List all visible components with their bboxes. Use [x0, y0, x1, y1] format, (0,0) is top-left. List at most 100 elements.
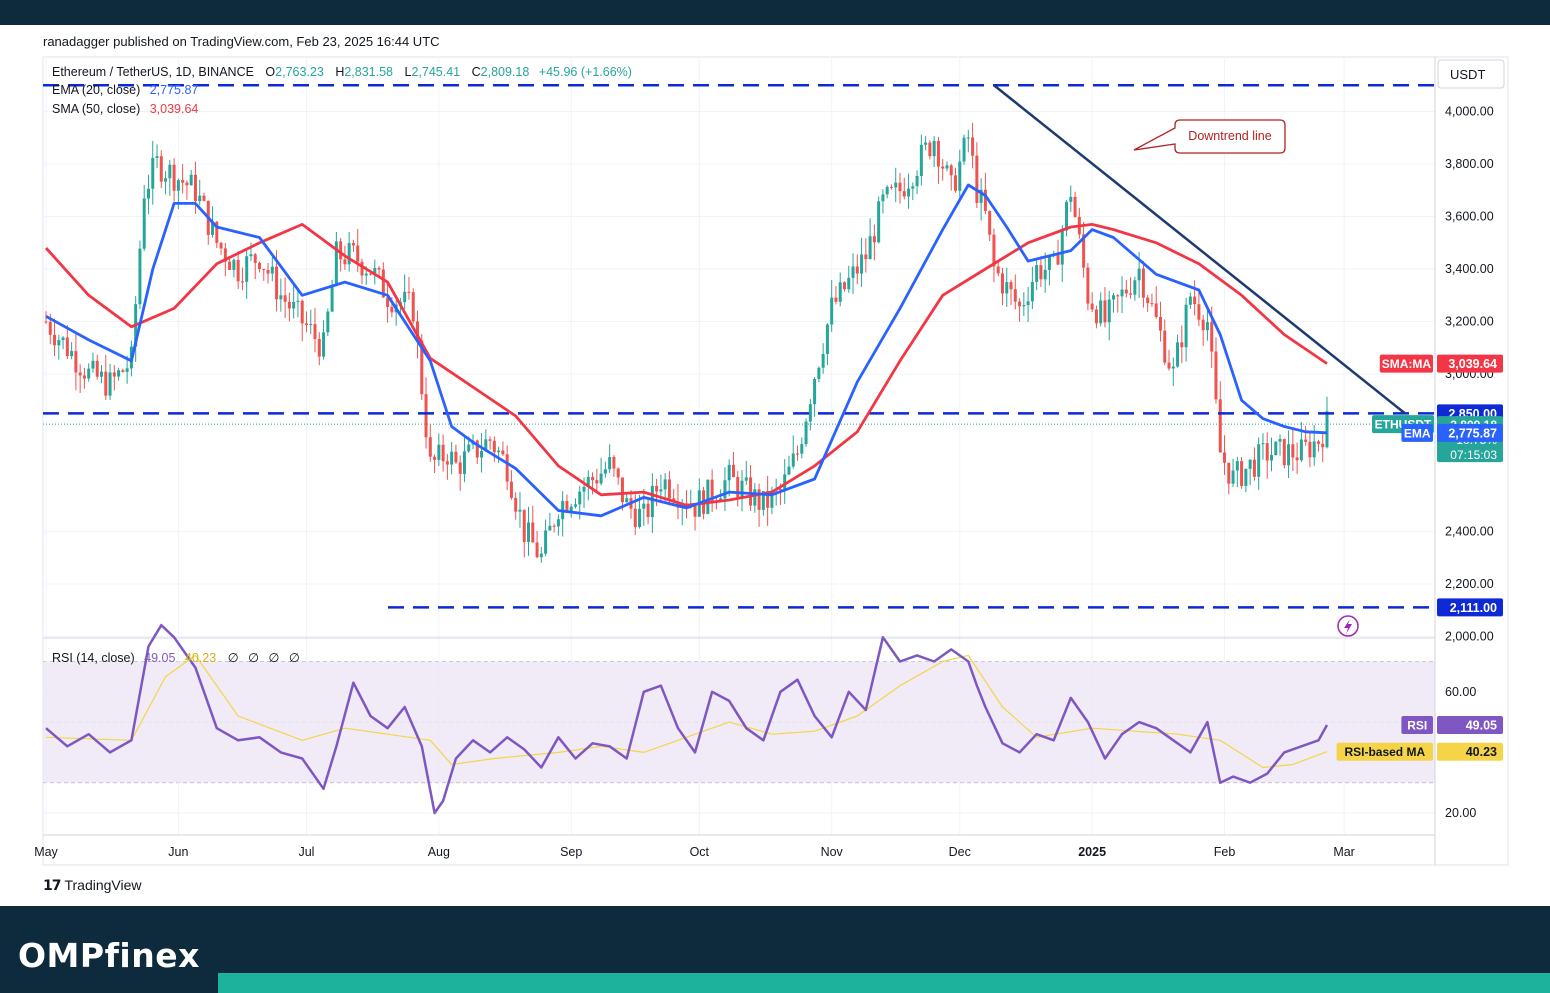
- lightning-icon[interactable]: [1337, 615, 1359, 637]
- candle-body: [78, 372, 82, 376]
- candle-body: [142, 198, 146, 249]
- candle-body: [1026, 301, 1030, 306]
- sma-tag-value-box: [1437, 354, 1503, 373]
- rsi-legend-placeholder-4: ∅: [289, 651, 300, 665]
- candle-body: [864, 254, 868, 260]
- legend: Ethereum / TetherUS, 1D, BINANCE O2,763.…: [52, 65, 632, 665]
- candle-body: [475, 440, 479, 458]
- candle-body: [514, 497, 518, 512]
- candle-body: [569, 506, 573, 512]
- candle-body: [57, 340, 61, 346]
- price-tick-label: 2,400.00: [1445, 525, 1494, 539]
- candle-body: [1065, 201, 1069, 231]
- candle-body: [757, 489, 761, 510]
- candle-body: [894, 182, 898, 188]
- candle-body: [1069, 196, 1073, 202]
- candle-body: [924, 142, 928, 145]
- rsi-tag-value: 49.05: [1466, 718, 1497, 732]
- candle-body: [1210, 322, 1214, 352]
- candle-body: [44, 321, 48, 323]
- candle-body: [1223, 452, 1227, 463]
- candle-body: [1103, 300, 1107, 323]
- candle-body: [1188, 296, 1192, 305]
- tradingview-mark-icon: 17: [43, 878, 62, 894]
- candle-body: [889, 186, 893, 188]
- candle-body: [928, 142, 932, 157]
- candle-body: [100, 371, 104, 377]
- candle-body: [313, 324, 317, 340]
- candle-body: [193, 174, 197, 202]
- time-tick-label: Sep: [560, 845, 582, 859]
- price-tick-label: 2,200.00: [1445, 577, 1494, 591]
- price-tick-label: 3,600.00: [1445, 210, 1494, 224]
- time-tick-label: Feb: [1214, 845, 1236, 859]
- downtrend-line: [993, 84, 1406, 415]
- ompfinex-logo: OMPfinex: [18, 936, 200, 975]
- candle-body: [727, 464, 731, 481]
- candle-body: [82, 375, 86, 379]
- support-tag-value: 2,111.00: [1450, 601, 1497, 615]
- candle-body: [441, 444, 445, 462]
- candle-body: [253, 254, 257, 263]
- tradingview-logo[interactable]: 17 TradingView: [43, 877, 142, 894]
- candle-body: [1120, 289, 1124, 297]
- candle-body: [480, 451, 484, 458]
- price-tick-label: 3,800.00: [1445, 157, 1494, 171]
- price-tick-label: 3,200.00: [1445, 315, 1494, 329]
- close-label: C: [472, 65, 481, 79]
- candle-body: [1231, 470, 1235, 484]
- rsi-legend-label: RSI (14, close): [52, 651, 135, 665]
- candle-body: [462, 451, 466, 474]
- candle-body: [1252, 459, 1256, 477]
- candle-body: [117, 370, 121, 377]
- candle-body: [838, 282, 842, 302]
- candle-body: [971, 137, 975, 156]
- candle-body: [300, 300, 304, 324]
- sma-tag-tag-box: [1379, 354, 1433, 373]
- price-tick-label: 3,400.00: [1445, 262, 1494, 276]
- candle-body: [847, 277, 851, 290]
- candle-body: [945, 165, 949, 169]
- rsi-legend-placeholder-1: ∅: [228, 651, 239, 665]
- currency-selector[interactable]: [1437, 59, 1505, 89]
- candle-body: [667, 479, 671, 499]
- candle-body: [1244, 468, 1248, 486]
- candle-body: [326, 311, 330, 333]
- candle-body: [693, 505, 697, 517]
- candle-body: [309, 324, 313, 326]
- candle-body: [979, 189, 983, 203]
- high-label: H: [335, 65, 344, 79]
- candle-body: [138, 248, 142, 305]
- sma-50-line: [44, 222, 1328, 507]
- candle-body: [381, 269, 385, 298]
- candle-body: [625, 498, 629, 503]
- svg-text:EMA (20, close) 2,775.87: EMA (20, close) 2,775.87: [52, 83, 198, 97]
- time-tick-label: Mar: [1333, 845, 1355, 859]
- change-value: +45.96 (+1.66%): [539, 65, 632, 79]
- candle-body: [1218, 399, 1222, 453]
- candle-body: [518, 509, 522, 512]
- candle-body: [1291, 444, 1295, 458]
- candle-body: [787, 466, 791, 475]
- time-tick-label: Dec: [949, 845, 971, 859]
- candle-body: [582, 486, 586, 492]
- candle-body: [95, 360, 99, 377]
- candle-body: [330, 285, 334, 312]
- candle-body: [616, 468, 620, 478]
- candle-body: [949, 165, 953, 176]
- candle-body: [185, 182, 189, 186]
- candle-body: [1073, 196, 1077, 217]
- candle-body: [112, 372, 116, 377]
- candle-body: [283, 295, 287, 302]
- candle-body: [578, 491, 582, 505]
- candle-body: [1197, 304, 1201, 320]
- candle-body: [292, 301, 296, 309]
- candle-body: [919, 144, 923, 176]
- candle-body: [411, 292, 415, 322]
- candle-body: [962, 137, 966, 162]
- candle-body: [1124, 289, 1128, 294]
- currency-label[interactable]: USDT: [1450, 67, 1485, 82]
- candle-body: [249, 254, 253, 257]
- candle-body: [522, 509, 526, 542]
